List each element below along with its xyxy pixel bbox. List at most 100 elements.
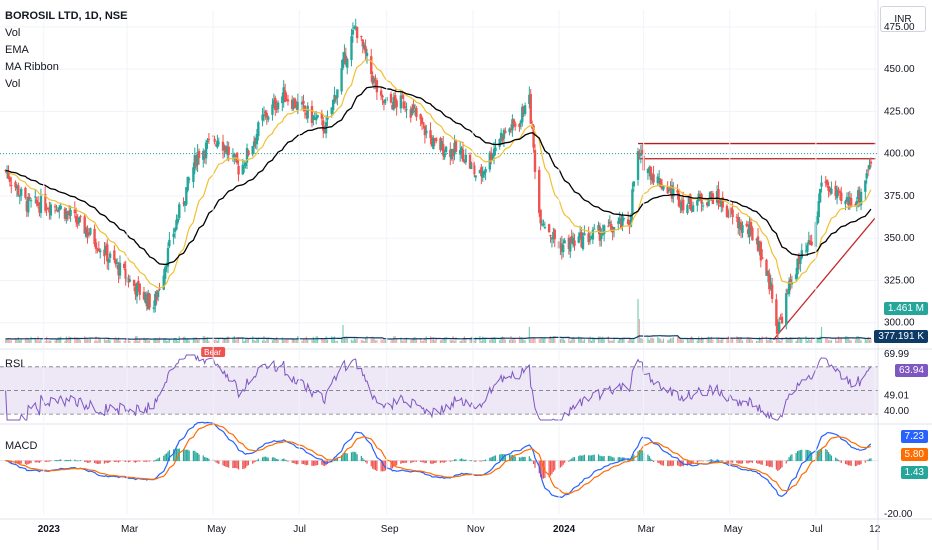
macd-histogram-bar [77,460,79,462]
rsi-pane-label[interactable]: RSI [5,358,24,370]
candle-body [458,150,462,155]
macd-histogram-bar [67,459,69,462]
volume-bar [225,337,227,343]
candle-body [172,233,175,238]
macd-histogram-bar [492,456,494,462]
macd-histogram-bar [232,460,234,469]
candle-body [344,55,348,65]
volume-bar [462,338,464,343]
volume-bar [356,336,358,343]
macd-histogram-bar [661,460,663,466]
volume-bar [637,299,639,343]
volume-bar [253,339,255,343]
volume-bar [343,336,346,343]
candle-body [302,100,305,104]
macd-histogram-bar [686,460,689,466]
volume-bar [50,340,52,343]
volume-bar [133,340,135,343]
candle-body [227,146,230,156]
candle-body [320,112,324,119]
candle-body [372,78,376,83]
volume-bar [44,340,46,343]
candle-body [419,114,422,120]
candle-body [285,98,288,101]
macd-histogram-bar [602,456,604,462]
volume-bar [712,339,714,343]
macd-histogram-bar [84,460,86,462]
macd-histogram-bar [757,460,759,464]
volume-bar [40,338,42,343]
macd-histogram-bar [185,449,187,462]
candle-body [758,242,761,248]
macd-pane-label[interactable]: MACD [5,440,38,452]
volume-bar [572,337,574,343]
legend-vol-2[interactable]: Vol [5,78,21,90]
macd-histogram-bar [449,460,451,462]
macd-histogram-bar [139,460,141,462]
candle-body [69,209,72,216]
price-tick-label: 350.00 [884,233,915,244]
volume-bar [511,339,514,343]
volume-bar [404,338,406,343]
macd-histogram-bar [247,460,250,466]
macd-histogram-bar [795,452,797,462]
macd-histogram-bar [609,455,611,462]
volume-bar [158,337,161,343]
currency-button[interactable]: INR [880,6,926,32]
volume-bar [593,339,595,343]
candle-body [10,184,13,186]
macd-histogram-bar [44,460,46,462]
volume-bar [524,340,526,343]
candle-body [601,232,604,236]
candle-body [646,168,650,174]
price-tick-label: 450.00 [884,64,915,75]
volume-bar [302,339,305,343]
volume-bar [324,339,326,343]
macd-histogram-bar [17,460,19,465]
macd-histogram-bar [252,460,254,464]
legend-vol[interactable]: Vol [5,27,21,39]
candle-body [187,178,191,180]
volume-bar [60,336,62,343]
price-tick-label: 475.00 [884,22,915,33]
candle-body [43,194,47,211]
legend-ma-ribbon[interactable]: MA Ribbon [5,61,59,73]
macd-histogram-bar [531,460,533,462]
legend-ema[interactable]: EMA [5,44,29,56]
macd-histogram-bar [709,459,711,462]
volume-bar [421,340,423,343]
candle-body [113,250,116,261]
macd-histogram-bar [223,460,226,466]
candle-body [491,155,494,159]
macd-histogram-bar [345,452,347,462]
volume-bar [315,336,317,343]
candle-body [542,223,545,225]
volume-bar [801,337,803,343]
macd-histogram-bar [819,448,821,462]
candle-body [148,293,151,308]
macd-histogram-bar [778,460,780,471]
macd-histogram-bar [455,459,457,462]
macd-histogram-bar [424,460,426,464]
macd-histogram-bar [811,452,813,462]
volume-bar [45,336,48,343]
candle-body [731,209,734,218]
candle-body [300,102,304,105]
candle-body [75,215,78,223]
candle-body [29,200,33,202]
macd-histogram-bar [245,460,247,468]
macd-histogram-bar [638,449,641,462]
macd-histogram-bar [48,460,51,462]
candle-body [450,149,453,160]
macd-histogram-bar [524,456,526,462]
price-tick-label: 400.00 [884,149,915,160]
candle-body [147,292,150,310]
candle-body [185,187,188,205]
volume-bar [168,339,170,343]
symbol-title[interactable]: BOROSIL LTD, 1D, NSE [5,10,128,22]
macd-histogram-bar [370,460,372,467]
macd-histogram-bar [86,460,89,463]
candle-body [768,273,771,290]
volume-bar [192,337,194,343]
